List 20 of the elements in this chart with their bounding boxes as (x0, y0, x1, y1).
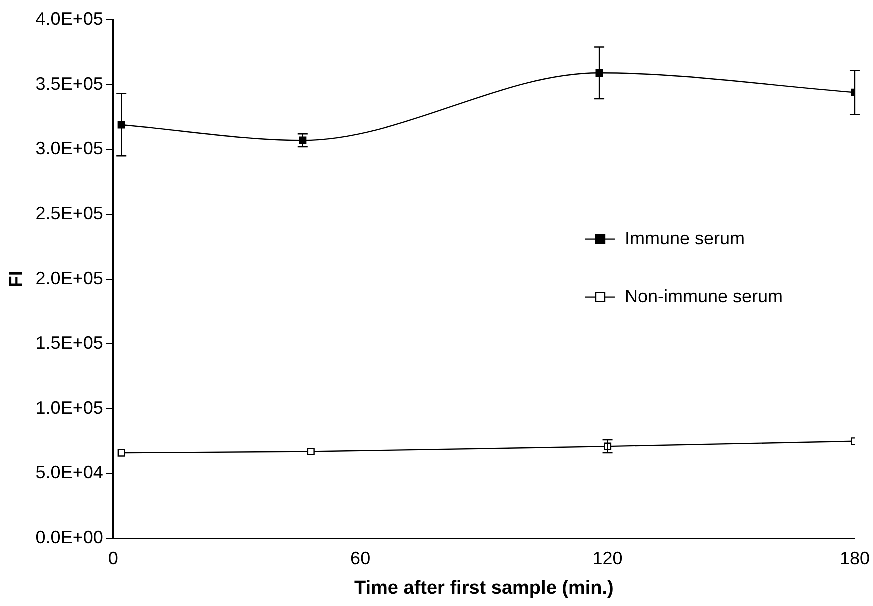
y-tick-label: 2.5E+05 (36, 203, 104, 224)
point (307, 448, 315, 456)
x-tick-label: 180 (840, 548, 870, 568)
point (118, 449, 126, 457)
y-tick-label: 1.5E+05 (36, 333, 104, 354)
x-tick-label: 120 (592, 548, 623, 568)
y-tick-label: 3.5E+05 (36, 74, 104, 94)
y-tick-label: 1.0E+05 (36, 398, 104, 418)
y-tick-label: 5.0E+04 (36, 462, 104, 483)
x-axis-title: Time after first sample (min.) (354, 578, 614, 599)
point (118, 121, 126, 129)
y-tick-label: 3.0E+05 (36, 138, 104, 159)
y-tick-label: 2.0E+05 (36, 268, 104, 288)
legend-label: Non-immune serum (624, 286, 784, 306)
x-tick-label: 60 (350, 548, 371, 568)
x-tick-label: 0 (108, 548, 118, 568)
legend-label: Immune serum (624, 228, 746, 248)
y-tick-label: 4.0E+05 (36, 8, 104, 29)
y-axis-title: FI (6, 270, 28, 288)
y-tick-label: 0.0E+00 (36, 528, 104, 548)
